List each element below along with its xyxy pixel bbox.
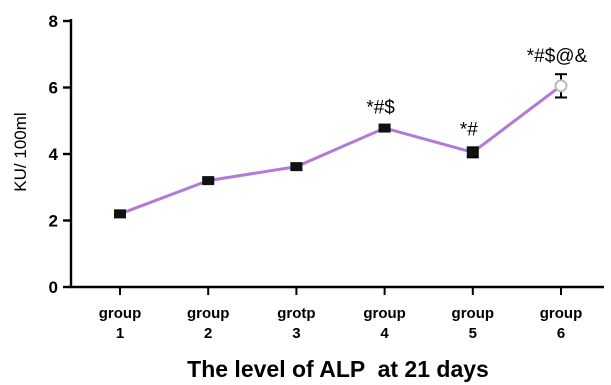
- x-tick-label-number: 4: [380, 325, 389, 342]
- significance-annotation: *#: [460, 119, 478, 140]
- axes: [69, 19, 604, 289]
- significance-annotation: *#$: [366, 98, 395, 119]
- y-tick-label: 0: [49, 278, 58, 297]
- annotations: *#$ *# *#$@&: [366, 46, 587, 140]
- x-tick-label-number: 5: [469, 325, 477, 342]
- x-tick-label: grotp: [277, 305, 315, 322]
- y-tick-label: 2: [49, 212, 58, 231]
- x-tick-label-number: 3: [292, 325, 300, 342]
- series-line: [119, 84, 562, 216]
- y-tick-label: 6: [49, 79, 58, 98]
- data-point: [114, 209, 126, 219]
- y-tick-label: 4: [49, 145, 59, 164]
- x-tick-label: group: [99, 305, 142, 322]
- x-tick-label: group: [452, 305, 495, 322]
- y-tick-label: 8: [49, 12, 58, 31]
- x-axis-label: The level of ALP at 21 days: [187, 356, 489, 382]
- y-axis-label: KU/ 100ml: [11, 112, 30, 191]
- x-tick-label: group: [187, 305, 230, 322]
- x-tick-label: group: [540, 305, 583, 322]
- data-point: [202, 176, 215, 186]
- x-tick-label-number: 1: [116, 325, 124, 342]
- y-ticks: 0 2 4 6 8: [49, 12, 71, 297]
- x-tick-label: group: [363, 305, 406, 322]
- x-categories: group 1 group 2 grotp 3 group 4 group 5 group 6: [99, 287, 583, 342]
- data-point: [378, 123, 391, 133]
- x-tick-label-number: 6: [557, 325, 565, 342]
- data-point: [290, 162, 303, 172]
- data-point: [466, 147, 479, 157]
- series: [114, 73, 568, 219]
- x-tick-label-number: 2: [204, 325, 212, 342]
- significance-annotation: *#$@&: [527, 46, 588, 67]
- data-point: [554, 79, 568, 93]
